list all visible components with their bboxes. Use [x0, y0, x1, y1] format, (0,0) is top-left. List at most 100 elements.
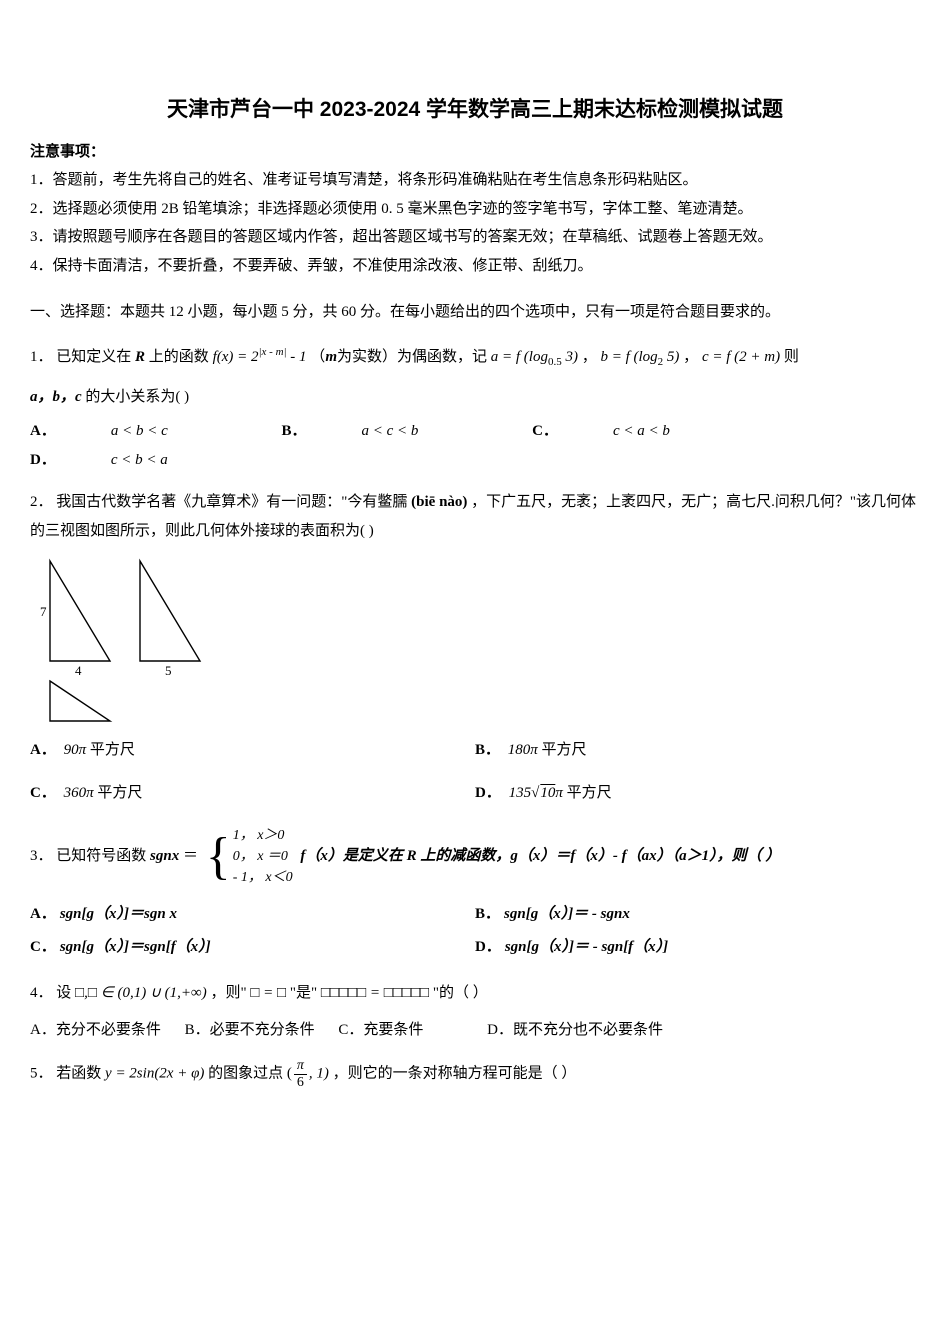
choice-B-label: B． [475, 906, 500, 922]
choice-D-label: D． [475, 939, 501, 955]
q-text: "的（ ） [433, 985, 488, 1001]
eq: ＝ [183, 848, 198, 864]
question-4: 4． 设 □,□ ∈ (0,1) ∪ (1,+∞) ，则" □ = □ "是" … [30, 979, 920, 1044]
choice-C-label: C． [30, 785, 56, 801]
question-2: 2． 我国古代数学名著《九章算术》有一问题："今有鳖臑 (biē nào) ，下… [30, 488, 920, 811]
set-R: R [135, 349, 145, 365]
q-text: 设 [56, 985, 71, 1001]
q-number: 4． [30, 985, 53, 1001]
choice-D-label: D． [30, 452, 56, 468]
choices: A． 90π 平方尺 C． 360π 平方尺 B． 180π 平方尺 D． 13… [30, 732, 920, 811]
q-text: f（x）是定义在 R 上的减函数，g（x）＝f（x）- f（ax）（a＞1），则… [300, 848, 780, 864]
q-text: 已知符号函数 [56, 848, 150, 864]
choices: A．sgn[g（x）]＝sgn x C．sgn[g（x）]＝sgn[f（x）] … [30, 896, 920, 965]
math-exp: |x - m| [259, 346, 287, 358]
choice-B: sgn[g（x）]＝ - sgnx [504, 906, 630, 922]
sgnx: sgnx [150, 848, 179, 864]
choice-C: c < a < b [613, 423, 670, 439]
choice-B: 180π [508, 742, 538, 758]
pt-tail: , 1) [309, 1066, 329, 1082]
q-text: 上的函数 [149, 349, 209, 365]
choice-C: C．充要条件 [338, 1022, 423, 1038]
notice-item: 3．请按照题号顺序在各题目的答题区域内作答，超出答题区域书写的答案无效；在草稿纸… [30, 223, 920, 252]
q-text: 的图象过点 [208, 1066, 283, 1082]
question-3: 3． 已知符号函数 sgnx ＝ { 1， x＞0 0， x ＝0 - 1， x… [30, 825, 920, 965]
q-text: 则 [784, 349, 799, 365]
comma: ， [683, 349, 698, 365]
choice-A: A．充分不必要条件 [30, 1022, 161, 1038]
choice-D-label: D． [475, 785, 501, 801]
choice-A: sgn[g（x）]＝sgn x [60, 906, 177, 922]
label-b2: 5 [165, 663, 172, 678]
choice-D-root: 10 [539, 785, 555, 801]
choice-D-pre: 135 [509, 785, 532, 801]
q-number: 5． [30, 1066, 53, 1082]
q-text: ，则它的一条对称轴方程可能是（ ） [333, 1066, 577, 1082]
notice-block: 注意事项： 1．答题前，考生先将自己的姓名、准考证号填写清楚，将条形码准确粘贴在… [30, 138, 920, 281]
choice-A-label: A． [30, 742, 56, 758]
q-text: 已知定义在 [56, 349, 131, 365]
label-h: 7 [40, 604, 47, 619]
page-title: 天津市芦台一中 2023-2024 学年数学高三上期末达标检测模拟试题 [30, 90, 920, 130]
choices: A．a < b < c B．a < c < b C．c < a < b D．c … [30, 417, 920, 474]
choice-D-suf: π [555, 785, 563, 801]
choices: A．充分不必要条件 B．必要不充分条件 C．充要条件 D．既不充分也不必要条件 [30, 1016, 920, 1045]
q-text: （ [310, 349, 325, 365]
label-b1: 4 [75, 663, 82, 678]
notice-item: 1．答题前，考生先将自己的姓名、准考证号填写清楚，将条形码准确粘贴在考生信息条形… [30, 166, 920, 195]
frac-d: 6 [294, 1075, 307, 1090]
math-expr: □□□□□ = □□□□□ [321, 985, 429, 1001]
math-expr: 3) [562, 349, 578, 365]
choice-A: 90π [64, 742, 87, 758]
math-expr: y = 2sin(2x + φ) [105, 1066, 204, 1082]
question-5: 5． 若函数 y = 2sin(2x + φ) 的图象过点 ( π 6 , 1)… [30, 1058, 920, 1090]
choice-B: a < c < b [362, 423, 419, 439]
math-expr: c = f (2 + m) [702, 349, 780, 365]
q-text: ，则" [211, 985, 247, 1001]
q-text: 为实数）为偶函数，记 [337, 349, 487, 365]
tri-side [140, 561, 200, 661]
math-expr: □,□ ∈ (0,1) ∪ (1,+∞) [75, 985, 207, 1001]
comma: ， [582, 349, 597, 365]
three-view-diagram: 7 4 5 [30, 551, 280, 726]
choice-A-label: A． [30, 906, 56, 922]
case: 1， x＞0 [233, 825, 293, 846]
unit: 平方尺 [567, 785, 612, 801]
question-1: 1． 已知定义在 R 上的函数 f(x) = 2|x - m| - 1 （m为实… [30, 342, 920, 474]
notice-item: 4．保持卡面清洁，不要折叠，不要弄破、弄皱，不准使用涂改液、修正带、刮纸刀。 [30, 252, 920, 281]
choice-D: D．既不充分也不必要条件 [487, 1022, 663, 1038]
math-expr: f(x) = 2 [213, 349, 259, 365]
tri-front [50, 561, 110, 661]
math-expr: b = f (log [600, 349, 657, 365]
q-text: 若函数 [56, 1066, 101, 1082]
case: - 1， x＜0 [233, 867, 293, 888]
unit: 平方尺 [90, 742, 135, 758]
q-number: 2． [30, 494, 53, 510]
choice-C-label: C． [532, 423, 558, 439]
choice-B-label: B． [282, 423, 307, 439]
q-number: 1． [30, 349, 53, 365]
case: 0， x ＝0 [233, 846, 293, 867]
choice-D: c < b < a [111, 452, 168, 468]
tri-top [50, 681, 110, 721]
choice-A-label: A． [30, 423, 56, 439]
q-text: 我国古代数学名著《九章算术》有一问题："今有鳖臑 [56, 494, 407, 510]
unit: 平方尺 [97, 785, 142, 801]
choice-B: B．必要不充分条件 [185, 1022, 315, 1038]
choice-C: 360π [64, 785, 94, 801]
q-text: "是" [290, 985, 317, 1001]
math-expr: - 1 [287, 349, 307, 365]
frac-n: π [294, 1058, 307, 1074]
section-intro: 一、选择题：本题共 12 小题，每小题 5 分，共 60 分。在每小题给出的四个… [30, 298, 920, 327]
choice-B-label: B． [475, 742, 500, 758]
pinyin: (biē nào) [411, 494, 467, 510]
choice-C-label: C． [30, 939, 56, 955]
unit: 平方尺 [542, 742, 587, 758]
math-expr: a = f (log [491, 349, 548, 365]
vars: a，b，c [30, 389, 82, 405]
piecewise: { 1， x＞0 0， x ＝0 - 1， x＜0 [206, 825, 293, 888]
q-number: 3． [30, 848, 53, 864]
fraction: π 6 [294, 1058, 307, 1090]
choice-D: sgn[g（x）]＝ - sgn[f（x）] [505, 939, 668, 955]
q-text: 的大小关系为( ) [82, 389, 190, 405]
